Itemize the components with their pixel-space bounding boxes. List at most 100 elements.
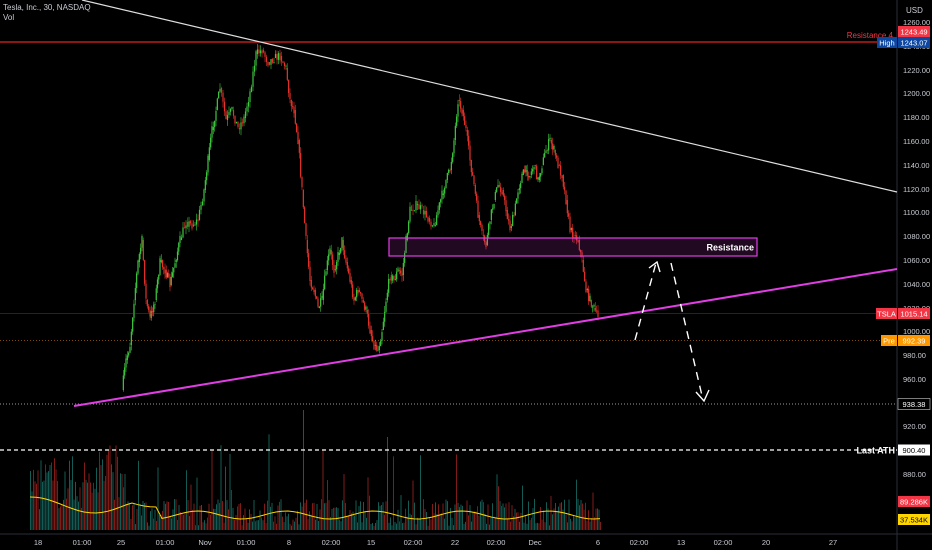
volume-bar: [378, 502, 379, 530]
candle-body: [208, 147, 210, 160]
symbol-title[interactable]: Tesla, Inc., 30, NASDAQ: [3, 3, 91, 12]
volume-bar: [496, 474, 498, 530]
projection-arrows[interactable]: [634, 260, 710, 403]
volume-bar: [147, 522, 148, 530]
candle-body: [302, 190, 304, 208]
volume-bar: [229, 453, 231, 530]
volume-bar: [403, 522, 405, 530]
candle-body: [329, 248, 331, 255]
volume-bar: [514, 508, 516, 530]
time-tick-label: 18: [34, 538, 42, 547]
time-tick-label: 25: [117, 538, 125, 547]
volume-bar: [292, 519, 294, 530]
volume-bar: [388, 522, 390, 530]
volume-bar: [102, 459, 103, 530]
volume-bar: [465, 521, 466, 530]
volume-bar: [291, 525, 292, 530]
candle-body: [557, 157, 559, 169]
candle-body: [405, 235, 407, 254]
volume-bar: [492, 503, 493, 530]
volume-bar: [570, 518, 571, 530]
candle-body: [389, 279, 391, 280]
volume-bar: [384, 514, 385, 530]
descending-trendline[interactable]: [81, 0, 898, 193]
volume-bar: [301, 506, 303, 530]
volume-bar: [72, 456, 73, 530]
candle-body: [206, 172, 208, 181]
volume-bar: [105, 475, 106, 530]
volume-bar: [342, 500, 343, 530]
volume-bar: [517, 512, 519, 530]
currency-label: USD: [906, 6, 923, 15]
volume-bar: [252, 521, 253, 530]
volume-bar: [325, 502, 327, 530]
volume-bar: [49, 465, 51, 530]
pre-tag-bg: [881, 335, 897, 346]
candle-body: [468, 135, 470, 146]
candle-body: [453, 140, 455, 154]
volume-bar: [561, 502, 562, 530]
candle-body: [540, 173, 542, 177]
time-tick-label: 02:00: [714, 538, 733, 547]
candle-body: [465, 125, 467, 129]
candle-body: [376, 344, 378, 351]
volume-bar: [120, 473, 121, 530]
volume-bar: [208, 503, 210, 530]
candle-body: [528, 175, 530, 178]
candle-body: [164, 268, 166, 274]
volume-bar: [48, 471, 49, 530]
candle-body: [288, 79, 290, 93]
candle-body: [398, 270, 400, 271]
candle-body: [448, 169, 450, 173]
candle-body: [352, 284, 354, 298]
volume-bar: [369, 495, 370, 530]
time-tick-label: 01:00: [237, 538, 256, 547]
volume-bar: [187, 500, 189, 530]
candle-body: [153, 304, 155, 313]
candle-body: [425, 210, 428, 218]
volume-bar: [162, 510, 163, 530]
candle-body: [289, 92, 291, 100]
volume-indicator-label[interactable]: Vol: [3, 13, 15, 22]
ascending-support-line[interactable]: [73, 268, 898, 407]
candle-body: [354, 297, 356, 300]
candle-body: [360, 291, 362, 294]
candle-body: [364, 302, 366, 310]
volume-bar: [364, 510, 366, 530]
volume-bar: [351, 513, 352, 530]
candle-body: [279, 53, 281, 61]
candle-body: [510, 226, 512, 228]
volume-bar: [153, 518, 154, 530]
volume-bar: [462, 505, 463, 530]
volume-bar: [202, 522, 204, 530]
volume-bar: [205, 523, 207, 530]
volume-bar: [294, 521, 295, 530]
candle-body: [188, 221, 190, 227]
candle-body: [237, 121, 239, 128]
volume-bar: [372, 522, 373, 530]
volume-bar: [550, 496, 552, 530]
volume-bar: [166, 501, 168, 530]
candle-body: [466, 130, 468, 136]
volume-bar: [256, 520, 258, 530]
candle-body: [502, 190, 504, 196]
resistance-zone[interactable]: [388, 237, 758, 257]
volume-bar: [46, 472, 48, 530]
candle-body: [207, 155, 209, 173]
time-tick-label: 20: [762, 538, 770, 547]
volume-bar: [505, 503, 507, 530]
candle-body: [247, 101, 250, 107]
volume-bar: [408, 500, 409, 530]
volume-bar: [225, 466, 226, 530]
candle-body: [340, 247, 342, 253]
candle-body: [270, 59, 272, 65]
volume-bar: [315, 519, 316, 530]
candle-body: [304, 207, 306, 224]
volume-bar: [238, 504, 240, 530]
candle-body: [558, 165, 560, 166]
candle-body: [255, 51, 257, 66]
candle-body: [136, 273, 138, 289]
volume-bar: [84, 462, 85, 530]
candle-body: [437, 210, 439, 216]
